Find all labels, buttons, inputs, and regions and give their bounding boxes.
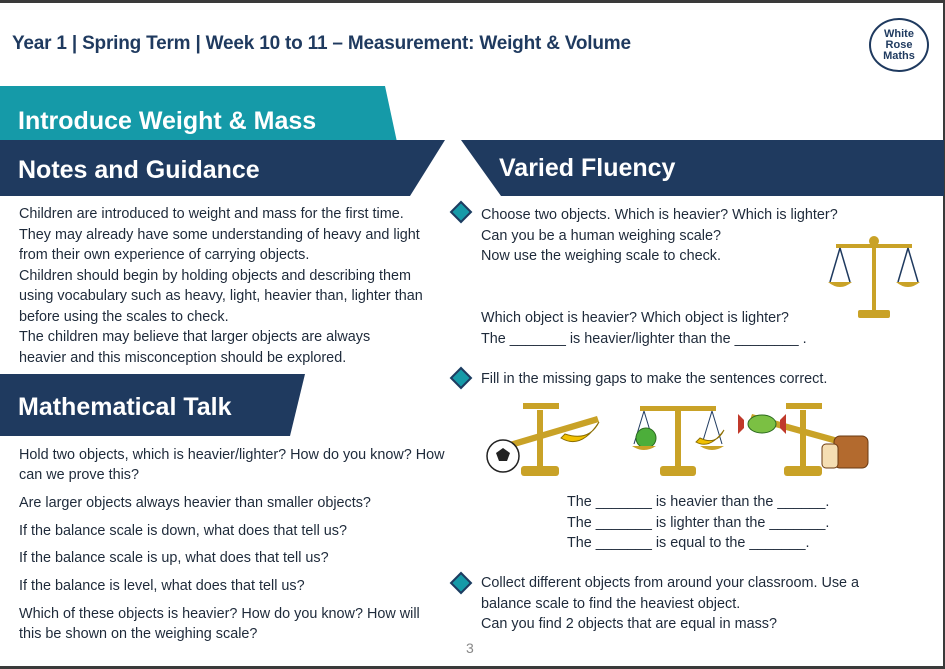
math-talk-item: If the balance scale is down, what does … (19, 523, 347, 539)
fluency-heading: Varied Fluency (499, 154, 676, 182)
math-talk-item: Which of these objects is heavier? How d… (19, 606, 420, 642)
question-2: Fill in the missing gaps to make the sen… (481, 371, 828, 387)
question-1-line: Now use the weighing scale to check. (481, 248, 721, 264)
question-2-sentences: The _______ is heavier than the ______. … (567, 492, 829, 554)
math-talk-item: Are larger objects always heavier than s… (19, 495, 371, 511)
question-1-line: Can you be a human weighing scale? (481, 227, 722, 244)
notes-line: Children should begin by holding objects… (19, 267, 411, 284)
question-2-sentence: The _______ is equal to the _______. (567, 535, 810, 551)
math-talk-heading: Mathematical Talk (18, 393, 232, 421)
question-3: Collect different objects from around yo… (481, 573, 859, 635)
logo-line-3: Maths (883, 49, 915, 62)
question-2-sentence: The _______ is lighter than the _______. (567, 514, 830, 531)
question-3-line: balance scale to find the heaviest objec… (481, 595, 741, 612)
scale-sweet-bread (738, 403, 869, 476)
notes-line: from their own experience of carrying ob… (19, 247, 310, 263)
logo-line-1: White (884, 27, 914, 40)
notes-line: Children are introduced to weight and ma… (19, 206, 404, 222)
math-talk-item: If the balance scale is up, what does th… (19, 550, 329, 566)
math-talk-item: If the balance is level, what does that … (19, 578, 305, 594)
logo-line-2: Rose (885, 38, 913, 51)
question-3-line: Collect different objects from around yo… (481, 575, 860, 591)
question-1-line: Choose two objects. Which is heavier? Wh… (481, 207, 838, 223)
math-talk-heading-bar (0, 374, 305, 436)
question-2-sentence: The _______ is heavier than the ______. (567, 494, 830, 510)
scale-football-banana (486, 403, 600, 476)
balance-scale-icon (828, 236, 920, 318)
fluency-heading-bar (461, 140, 944, 196)
question-1: Choose two objects. Which is heavier? Wh… (481, 205, 838, 267)
notes-line: before using the scales to check. (19, 308, 229, 325)
topic-title: Introduce Weight & Mass (18, 107, 317, 135)
notes-line: heavier and this misconception should be… (19, 349, 347, 366)
notes-line: The children may believe that larger obj… (19, 329, 371, 345)
notes-heading: Notes and Guidance (18, 156, 260, 184)
question-1-followup: Which object is heavier? Which object is… (481, 308, 807, 349)
question-1-followup-line: Which object is heavier? Which object is… (481, 310, 789, 326)
question-3-line: Can you find 2 objects that are equal in… (481, 616, 777, 632)
page-number: 3 (466, 640, 474, 656)
white-rose-maths-logo: White Rose Maths (869, 18, 929, 72)
notes-heading-bar (0, 140, 445, 196)
math-talk-item: Hold two objects, which is heavier/light… (19, 447, 445, 483)
notes-line: using vocabulary such as heavy, light, h… (19, 288, 423, 304)
notes-line: They may already have some understanding… (19, 226, 420, 243)
notes-text: Children are introduced to weight and ma… (19, 204, 449, 368)
question-1-followup-line: The _______ is heavier/lighter than the … (481, 330, 807, 347)
scale-apple-banana (632, 406, 725, 476)
page-header-title: Year 1 | Spring Term | Week 10 to 11 – M… (12, 33, 631, 54)
